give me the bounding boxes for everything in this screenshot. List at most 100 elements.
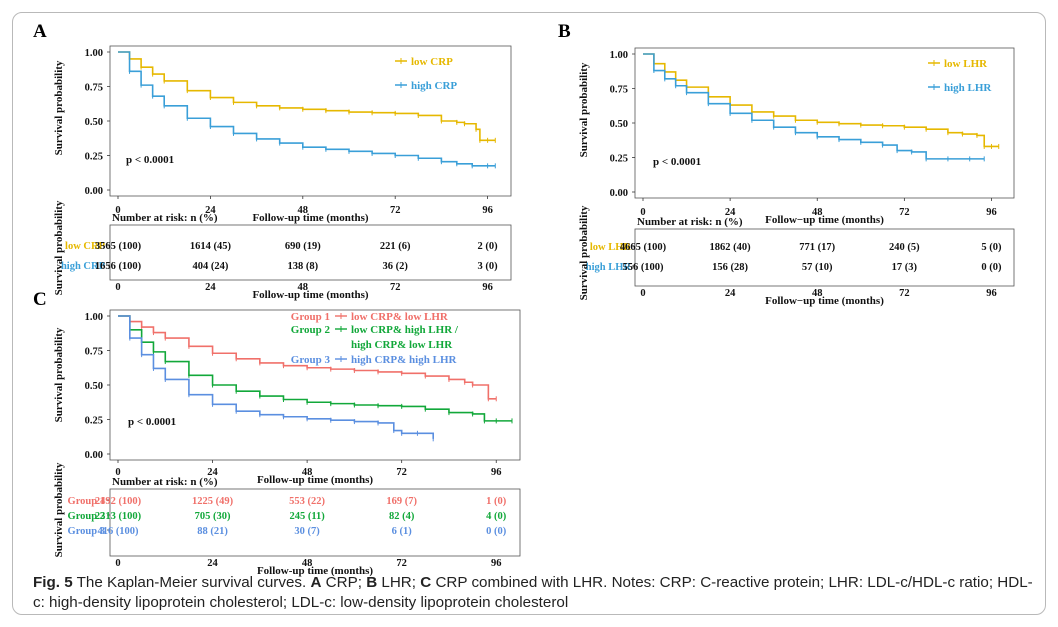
risk-cell: 416 (100) (97, 526, 139, 537)
risk-cell: 4665 (100) (620, 242, 667, 253)
risk-cell: 3 (0) (478, 261, 499, 272)
y-tick-label: 0.25 (85, 152, 103, 163)
x-tick-label: 24 (207, 467, 218, 478)
risk-x-tick-label: 0 (640, 288, 645, 299)
risk-cell: 1614 (45) (190, 241, 232, 252)
risk-table-frame (109, 488, 521, 557)
panel-a: A 0.00 0.25 0.50 0.75 1.00 0 24 48 72 96 Follow-up … (33, 21, 512, 301)
risk-x-tick-label: 48 (302, 558, 313, 569)
risk-y-axis-title: Survival probability (578, 205, 590, 300)
risk-x-axis-title: Follow-up time (months) (252, 289, 368, 301)
legend-group-name: Group 1 (291, 311, 330, 323)
risk-x-tick-label: 24 (725, 288, 736, 299)
risk-row-label: low LHR (590, 242, 632, 253)
x-tick-label: 72 (396, 467, 407, 478)
p-value-label: p < 0.0001 (128, 416, 176, 428)
caption-panel-b-text: LHR; (381, 574, 416, 591)
legend-group-name: Group 3 (291, 354, 331, 366)
x-tick-label: 24 (205, 205, 216, 216)
risk-cell: 0 (0) (486, 526, 507, 537)
panel-letter: B (558, 21, 571, 42)
risk-cell: 17 (3) (892, 262, 918, 273)
figure-frame: A 0.00 0.25 0.50 0.75 1.00 0 24 48 72 96 Follow-up … (12, 12, 1046, 615)
figure-canvas: A 0.00 0.25 0.50 0.75 1.00 0 24 48 72 96 Follow-up … (33, 21, 1015, 577)
x-tick-label: 72 (390, 205, 401, 216)
legend-label: low CRP& high LHR / (351, 324, 459, 336)
risk-cell: 245 (11) (289, 511, 325, 522)
caption-panel-a-letter: A (310, 574, 322, 591)
risk-cell: 138 (8) (287, 261, 318, 272)
risk-x-tick-label: 96 (986, 288, 997, 299)
risk-cell: 553 (22) (289, 496, 325, 507)
risk-x-axis-title: Follow-up time (months) (257, 565, 373, 577)
panel-c: C 0.00 0.25 0.50 0.75 1.00 0 24 48 72 96 Follow-up … (33, 289, 521, 577)
risk-cell: 1862 (40) (710, 242, 752, 253)
risk-x-tick-label: 72 (396, 558, 407, 569)
x-tick-label: 0 (115, 467, 120, 478)
figure-caption: Fig. 5 The Kaplan-Meier survival curves.… (33, 573, 1033, 613)
risk-x-tick-label: 96 (491, 558, 502, 569)
risk-cell: 240 (5) (889, 242, 920, 253)
y-tick-label: 0.00 (85, 186, 103, 197)
caption-panel-b-letter: B (366, 574, 378, 591)
y-axis-title: Survival probability (578, 62, 590, 157)
y-tick-label: 0.75 (610, 85, 628, 96)
risk-cell: 1 (0) (486, 496, 507, 507)
legend-label: high CRP& high LHR (351, 354, 457, 366)
risk-cell: 4 (0) (486, 511, 507, 522)
risk-cell: 0 (0) (981, 262, 1002, 273)
risk-cell: 3565 (100) (95, 241, 142, 252)
legend-label: high CRP& low LHR (351, 339, 453, 351)
x-axis-title: Follow-up time (months) (257, 474, 373, 486)
risk-cell: 36 (2) (383, 261, 409, 272)
risk-x-tick-label: 0 (115, 282, 120, 293)
risk-cell: 1656 (100) (95, 261, 142, 272)
x-tick-label: 96 (986, 207, 997, 218)
risk-cell: 82 (4) (389, 511, 415, 522)
y-tick-label: 0.00 (85, 450, 103, 461)
y-tick-label: 0.50 (610, 119, 628, 130)
risk-x-tick-label: 48 (812, 288, 823, 299)
risk-row-label: Group 3 (68, 526, 105, 537)
y-tick-label: 0.25 (85, 416, 103, 427)
risk-row-label: high CRP (61, 261, 106, 272)
y-tick-label: 0.50 (85, 117, 103, 128)
risk-table-title: Number at risk: n (%) (112, 476, 218, 488)
risk-table-frame (634, 228, 1015, 287)
x-tick-label: 0 (640, 207, 645, 218)
x-tick-label: 96 (491, 467, 502, 478)
risk-x-axis-title: Follow−up time (months) (765, 295, 884, 307)
y-tick-label: 1.00 (85, 312, 103, 323)
km-curve-group-3 (118, 315, 434, 439)
risk-cell: 705 (30) (195, 511, 231, 522)
risk-cell: 2 (0) (478, 241, 499, 252)
risk-x-tick-label: 0 (115, 558, 120, 569)
risk-cell: 2492 (100) (95, 496, 142, 507)
y-tick-label: 0.75 (85, 83, 103, 94)
risk-cell: 30 (7) (294, 526, 320, 537)
risk-cell: 690 (19) (285, 241, 321, 252)
risk-x-tick-label: 96 (482, 282, 493, 293)
y-tick-label: 0.75 (85, 347, 103, 358)
x-tick-label: 48 (812, 207, 823, 218)
caption-panel-c-letter: C (420, 574, 432, 591)
risk-row-label: Group 1 (68, 496, 105, 507)
x-tick-label: 48 (302, 467, 313, 478)
risk-row-label: Group 2 (68, 511, 105, 522)
x-axis-title: Follow-up time (months) (252, 212, 368, 224)
risk-cell: 6 (1) (392, 526, 413, 537)
risk-cell: 169 (7) (386, 496, 417, 507)
y-tick-label: 1.00 (610, 50, 628, 61)
risk-cell: 404 (24) (192, 261, 228, 272)
risk-cell: 5 (0) (981, 242, 1002, 253)
legend-group-name: Group 2 (291, 324, 331, 336)
legend-label: high CRP (411, 80, 457, 92)
risk-x-tick-label: 24 (205, 282, 216, 293)
legend-label: low CRP (411, 56, 453, 68)
risk-row-label: low CRP (65, 241, 106, 252)
risk-cell: 156 (28) (712, 262, 748, 273)
legend-label: high LHR (944, 82, 992, 94)
x-tick-label: 0 (115, 205, 120, 216)
caption-intro: The Kaplan-Meier survival curves. (76, 574, 307, 591)
risk-cell: 88 (21) (197, 526, 228, 537)
